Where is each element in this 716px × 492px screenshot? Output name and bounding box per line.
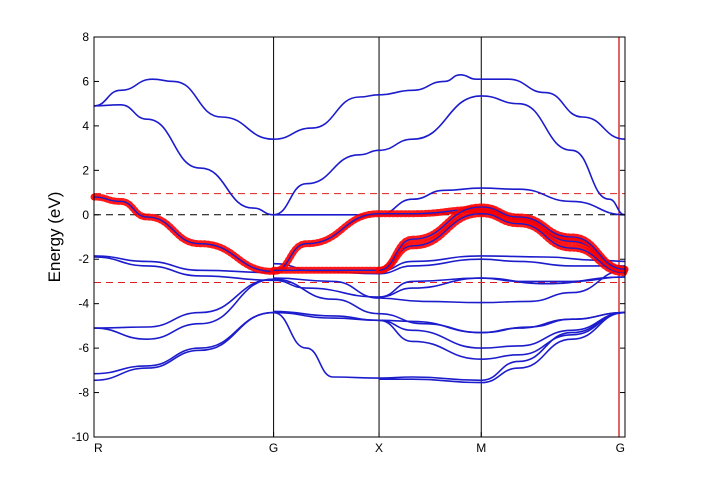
band-19 <box>379 311 626 384</box>
y-tick-label-7: -6 <box>78 341 89 355</box>
band-18 <box>273 311 626 382</box>
y-tick-label-6: -4 <box>78 297 89 311</box>
band-10 <box>93 278 274 341</box>
y-tick-label-5: -2 <box>78 252 89 266</box>
y-tick-label-1: 6 <box>82 74 89 88</box>
band-11 <box>93 278 274 329</box>
high-symmetry-lines <box>273 37 620 437</box>
x-tick-label-1: G <box>269 441 278 455</box>
band-13 <box>93 311 274 382</box>
y-tick-label-2: 4 <box>82 119 89 133</box>
band-6 <box>273 269 626 304</box>
band-curves <box>93 73 626 384</box>
band-0 <box>93 73 626 141</box>
x-tick-label-0: R <box>94 441 103 455</box>
y-axis-ticks: 8 6 4 2 0 -2 -4 -6 -8 -10 <box>72 30 625 444</box>
y-tick-label-8: -8 <box>78 386 89 400</box>
band-15 <box>273 311 626 334</box>
band-3 <box>273 187 626 216</box>
highlight-band-core-26 <box>378 206 626 271</box>
y-tick-label-4: 0 <box>82 208 89 222</box>
x-tick-label-3: M <box>476 441 486 455</box>
x-tick-label-2: X <box>375 441 383 455</box>
band-16 <box>273 310 626 349</box>
highlighted-bands <box>90 193 629 277</box>
x-tick-label-4: G <box>616 441 625 455</box>
band-17 <box>378 311 626 361</box>
band-2 <box>273 95 626 216</box>
y-tick-label-3: 2 <box>82 163 89 177</box>
band-9 <box>378 276 626 298</box>
y-tick-label-0: 8 <box>82 30 89 44</box>
plot-frame <box>93 36 626 438</box>
highlight-band-core-25 <box>273 213 626 274</box>
band-4 <box>93 255 274 274</box>
y-axis-title: Energy (eV) <box>45 192 64 283</box>
band-1 <box>93 103 274 216</box>
y-tick-label-9: -10 <box>72 430 90 444</box>
